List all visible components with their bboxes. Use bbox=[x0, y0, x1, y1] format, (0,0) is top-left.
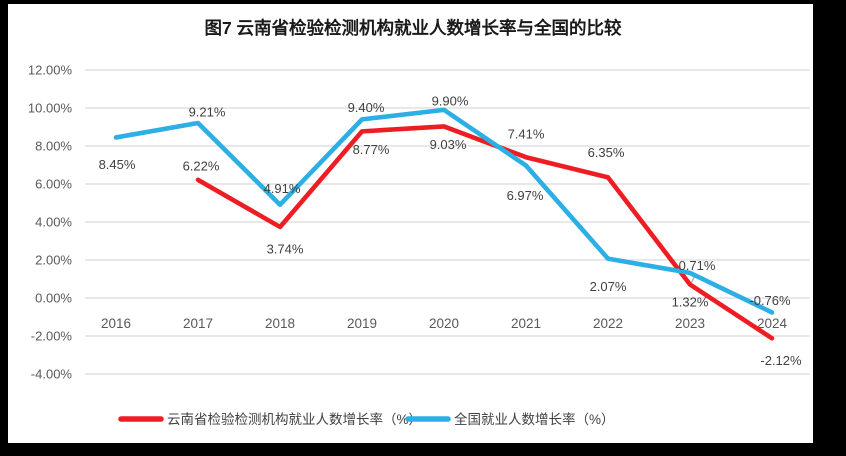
y-tick-label: -4.00% bbox=[31, 367, 73, 382]
x-tick-label: 2020 bbox=[429, 316, 459, 331]
y-tick-label: 4.00% bbox=[35, 215, 72, 230]
data-label: 4.91% bbox=[264, 181, 301, 196]
y-axis-tick-labels: 12.00% 10.00% 8.00% 6.00% 4.00% 2.00% 0.00% -2.… bbox=[28, 63, 73, 382]
series-line-1 bbox=[113, 107, 775, 315]
y-tick-label: 0.00% bbox=[35, 291, 72, 306]
y-tick-label: 8.00% bbox=[35, 139, 72, 154]
chart-area-background bbox=[8, 4, 813, 443]
data-label: 3.74% bbox=[267, 241, 304, 256]
series-line-0 bbox=[195, 124, 775, 341]
y-tick-label: -2.00% bbox=[31, 329, 73, 344]
y-tick-label: 2.00% bbox=[35, 253, 72, 268]
y-tick-label: 12.00% bbox=[28, 63, 73, 78]
y-tick-label: 10.00% bbox=[28, 101, 73, 116]
data-label: -0.76% bbox=[749, 293, 791, 308]
data-label: 2.07% bbox=[590, 279, 627, 294]
y-tick-label: 6.00% bbox=[35, 177, 72, 192]
data-label: 9.90% bbox=[432, 93, 469, 108]
data-label: 9.21% bbox=[189, 105, 226, 120]
data-label: 8.77% bbox=[353, 142, 390, 157]
legend-label-national: 全国就业人数增长率（%） bbox=[454, 411, 615, 427]
legend-label-yunnan: 云南省检验检测机构就业人数增长率（%） bbox=[167, 411, 422, 427]
gridlines bbox=[85, 69, 810, 375]
x-tick-label: 2017 bbox=[183, 316, 213, 331]
data-label: -2.12% bbox=[760, 353, 802, 368]
data-labels: 6.22% 3.74% 8.77% 9.03% 7.41% 6.35% 0.71% -2.12… bbox=[99, 93, 802, 367]
x-tick-label: 2019 bbox=[347, 316, 377, 331]
data-label: 6.97% bbox=[507, 188, 544, 203]
x-axis-tick-labels: 2016 2017 2018 2019 2020 2021 2022 2023 2024 bbox=[101, 316, 788, 331]
legend: 云南省检验检测机构就业人数增长率（%） 全国就业人数增长率（%） bbox=[118, 411, 615, 427]
series-lines bbox=[113, 107, 775, 341]
data-label: 9.40% bbox=[348, 100, 385, 115]
data-label: 6.35% bbox=[588, 145, 625, 160]
x-tick-label: 2016 bbox=[101, 316, 131, 331]
data-label: 0.71% bbox=[679, 258, 716, 273]
x-tick-label: 2022 bbox=[593, 316, 623, 331]
data-label: 1.32% bbox=[672, 294, 709, 309]
x-tick-label: 2024 bbox=[757, 316, 788, 331]
data-label: 6.22% bbox=[183, 158, 220, 173]
x-tick-label: 2021 bbox=[511, 316, 541, 331]
x-tick-label: 2018 bbox=[265, 316, 295, 331]
data-label: 9.03% bbox=[430, 137, 467, 152]
data-label: 7.41% bbox=[508, 127, 545, 142]
chart-title: 图7 云南省检验检测机构就业人数增长率与全国的比较 bbox=[204, 18, 622, 38]
data-label: 8.45% bbox=[99, 157, 136, 172]
x-tick-label: 2023 bbox=[675, 316, 705, 331]
